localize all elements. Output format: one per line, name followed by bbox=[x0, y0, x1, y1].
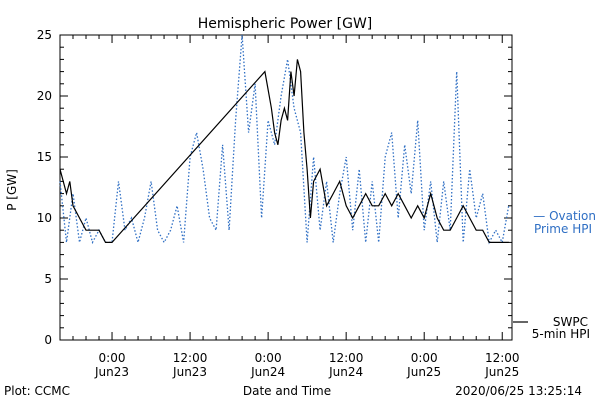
plot-credit: Plot: CCMC bbox=[4, 384, 70, 398]
series-ovation-prime-line bbox=[59, 34, 510, 245]
y-tick-label: 20 bbox=[37, 89, 52, 103]
series-swpc-line bbox=[59, 59, 509, 243]
x-tick-label-time: 0:00 bbox=[255, 351, 282, 365]
y-tick-label: 15 bbox=[37, 150, 52, 164]
y-tick-label: 5 bbox=[44, 272, 52, 286]
legend-swpc-label-2: 5-min HPI bbox=[532, 327, 590, 341]
y-tick-label: 25 bbox=[37, 28, 52, 42]
x-tick-label-time: 0:00 bbox=[99, 351, 126, 365]
x-tick-label-date: Jun24 bbox=[250, 365, 285, 379]
plot-timestamp: 2020/06/25 13:25:14 bbox=[455, 384, 582, 398]
y-tick-label: 10 bbox=[37, 211, 52, 225]
x-tick-label-time: 12:00 bbox=[329, 351, 364, 365]
y-axis: 0 5 10 15 20 25 bbox=[37, 28, 512, 347]
y-tick-label: 0 bbox=[44, 333, 52, 347]
plot-frame bbox=[59, 34, 513, 341]
x-tick-label-date: Jun23 bbox=[94, 365, 129, 379]
x-tick-label-date: Jun25 bbox=[484, 365, 519, 379]
series-layer bbox=[59, 34, 510, 245]
x-tick-label-date: Jun23 bbox=[172, 365, 207, 379]
x-tick-label-date: Jun24 bbox=[328, 365, 363, 379]
x-tick-label-time: 0:00 bbox=[411, 351, 438, 365]
legend-ovation-label: — Ovation bbox=[533, 209, 596, 223]
legend-ovation-label-2: Prime HPI bbox=[534, 222, 592, 236]
x-tick-label-time: 12:00 bbox=[173, 351, 208, 365]
x-axis: 0:00Jun2312:00Jun230:00Jun2412:00Jun240:… bbox=[59, 35, 520, 379]
legend-swpc-label: SWPC bbox=[553, 315, 588, 329]
chart-title: Hemispheric Power [GW] bbox=[198, 16, 373, 32]
x-axis-label: Date and Time bbox=[243, 384, 331, 398]
x-tick-label-date: Jun25 bbox=[406, 365, 441, 379]
y-axis-label: P [GW] bbox=[5, 169, 19, 211]
x-tick-label-time: 12:00 bbox=[485, 351, 520, 365]
